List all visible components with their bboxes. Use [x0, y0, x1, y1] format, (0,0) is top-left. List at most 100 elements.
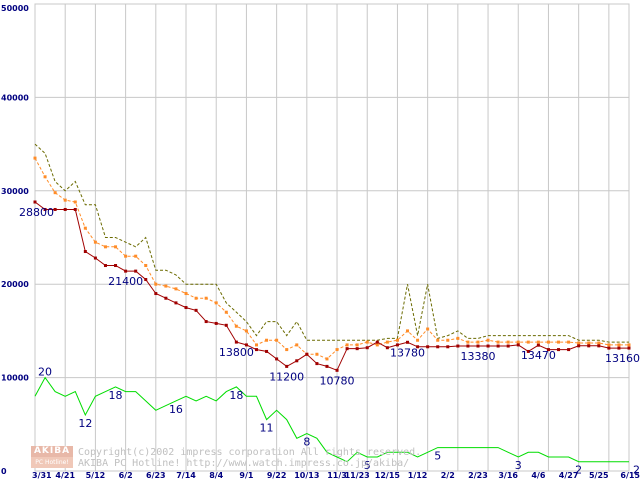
point-low	[567, 348, 571, 352]
point-low	[144, 278, 148, 282]
x-tick-label: 12/15	[375, 471, 401, 480]
series-lines	[33, 143, 631, 463]
point-low	[73, 207, 77, 211]
x-axis-ticks: 3/31 4/21 5/12 6/2 6/23 7/14 8/4 9/1 9/22 10/13 11…	[32, 471, 640, 480]
point-average	[577, 341, 581, 345]
point-low	[93, 256, 97, 260]
akiba-logo: AKIBA PC Hotline!	[31, 446, 73, 468]
x-tick-label: 6/2	[119, 471, 133, 480]
point-average	[275, 338, 279, 342]
x-tick-label: 6/23	[146, 471, 166, 480]
point-average	[174, 287, 178, 291]
x-tick-label: 9/1	[239, 471, 253, 480]
data-label-shops: 5	[434, 450, 441, 463]
point-low	[355, 347, 359, 351]
logo-bottom-text: PC Hotline!	[31, 457, 73, 468]
point-average	[446, 338, 450, 342]
point-low	[345, 347, 349, 351]
point-low	[184, 306, 188, 310]
point-low	[476, 344, 480, 348]
point-low	[83, 250, 87, 254]
point-low	[224, 323, 228, 327]
point-average	[265, 338, 269, 342]
point-average	[557, 340, 561, 344]
point-low	[43, 207, 47, 211]
x-tick-label: 1/12	[408, 471, 428, 480]
point-average	[587, 341, 591, 345]
x-tick-label: 4/21	[55, 471, 75, 480]
point-average	[204, 296, 208, 300]
point-low	[627, 346, 631, 350]
y-axis-ticks: 0 10000 20000 30000 40000 50000	[1, 4, 29, 476]
point-average	[134, 254, 138, 258]
point-average	[63, 198, 67, 202]
point-low	[365, 346, 369, 350]
x-tick-label: 9/22	[267, 471, 287, 480]
data-label-low: 13800	[219, 346, 254, 359]
point-average	[406, 329, 410, 333]
point-low	[375, 340, 379, 344]
point-low	[607, 346, 611, 350]
point-low	[275, 357, 279, 361]
y-tick-label: 50000	[1, 4, 29, 13]
series-line-low	[34, 201, 629, 371]
y-tick-label: 20000	[1, 280, 29, 289]
data-label-shops: 8	[303, 436, 310, 449]
x-tick-label: 2/23	[468, 471, 488, 480]
data-label-shops: 12	[78, 417, 92, 430]
data-label-shops: 20	[38, 366, 52, 379]
y-tick-label: 40000	[1, 93, 29, 102]
point-average	[395, 338, 399, 342]
point-average	[154, 282, 158, 286]
point-low	[446, 345, 450, 349]
point-average	[214, 301, 218, 305]
point-average	[617, 343, 621, 347]
point-average	[526, 340, 530, 344]
data-label-low: 13380	[460, 350, 495, 363]
grid	[34, 3, 630, 472]
y-tick-label: 0	[1, 467, 7, 476]
data-label-low: 13160	[605, 352, 640, 365]
point-low	[557, 348, 561, 352]
point-average	[456, 336, 460, 340]
point-average	[335, 348, 339, 352]
point-average	[254, 343, 258, 347]
point-average	[184, 292, 188, 296]
x-tick-label: 4/6	[531, 471, 545, 480]
point-low	[577, 344, 581, 348]
point-low	[234, 340, 238, 344]
data-label-shops: 18	[229, 389, 243, 402]
point-average	[53, 191, 57, 195]
point-average	[325, 357, 329, 361]
point-low	[486, 344, 490, 348]
point-low	[33, 200, 37, 204]
point-average	[224, 310, 228, 314]
point-average	[124, 254, 128, 258]
point-low	[436, 345, 440, 349]
point-low	[214, 321, 218, 325]
point-average	[103, 245, 107, 249]
point-low	[597, 344, 601, 348]
point-low	[506, 344, 510, 348]
x-tick-label: 10/13	[294, 471, 319, 480]
point-average	[476, 340, 480, 344]
point-average	[567, 340, 571, 344]
point-average	[536, 340, 540, 344]
point-average	[627, 343, 631, 347]
point-average	[73, 200, 77, 204]
point-low	[456, 344, 460, 348]
point-low	[325, 364, 329, 368]
point-average	[315, 352, 319, 356]
series-line-high	[34, 143, 629, 343]
point-average	[164, 284, 168, 288]
data-label-low: 28800	[19, 206, 54, 219]
point-low	[63, 207, 67, 211]
point-average	[114, 245, 118, 249]
point-low	[285, 364, 289, 368]
point-average	[385, 340, 389, 344]
x-tick-label: 11/3	[327, 471, 347, 480]
point-low	[124, 269, 128, 273]
point-low	[385, 346, 389, 350]
point-average	[345, 343, 349, 347]
data-label-low: 13780	[390, 346, 425, 359]
